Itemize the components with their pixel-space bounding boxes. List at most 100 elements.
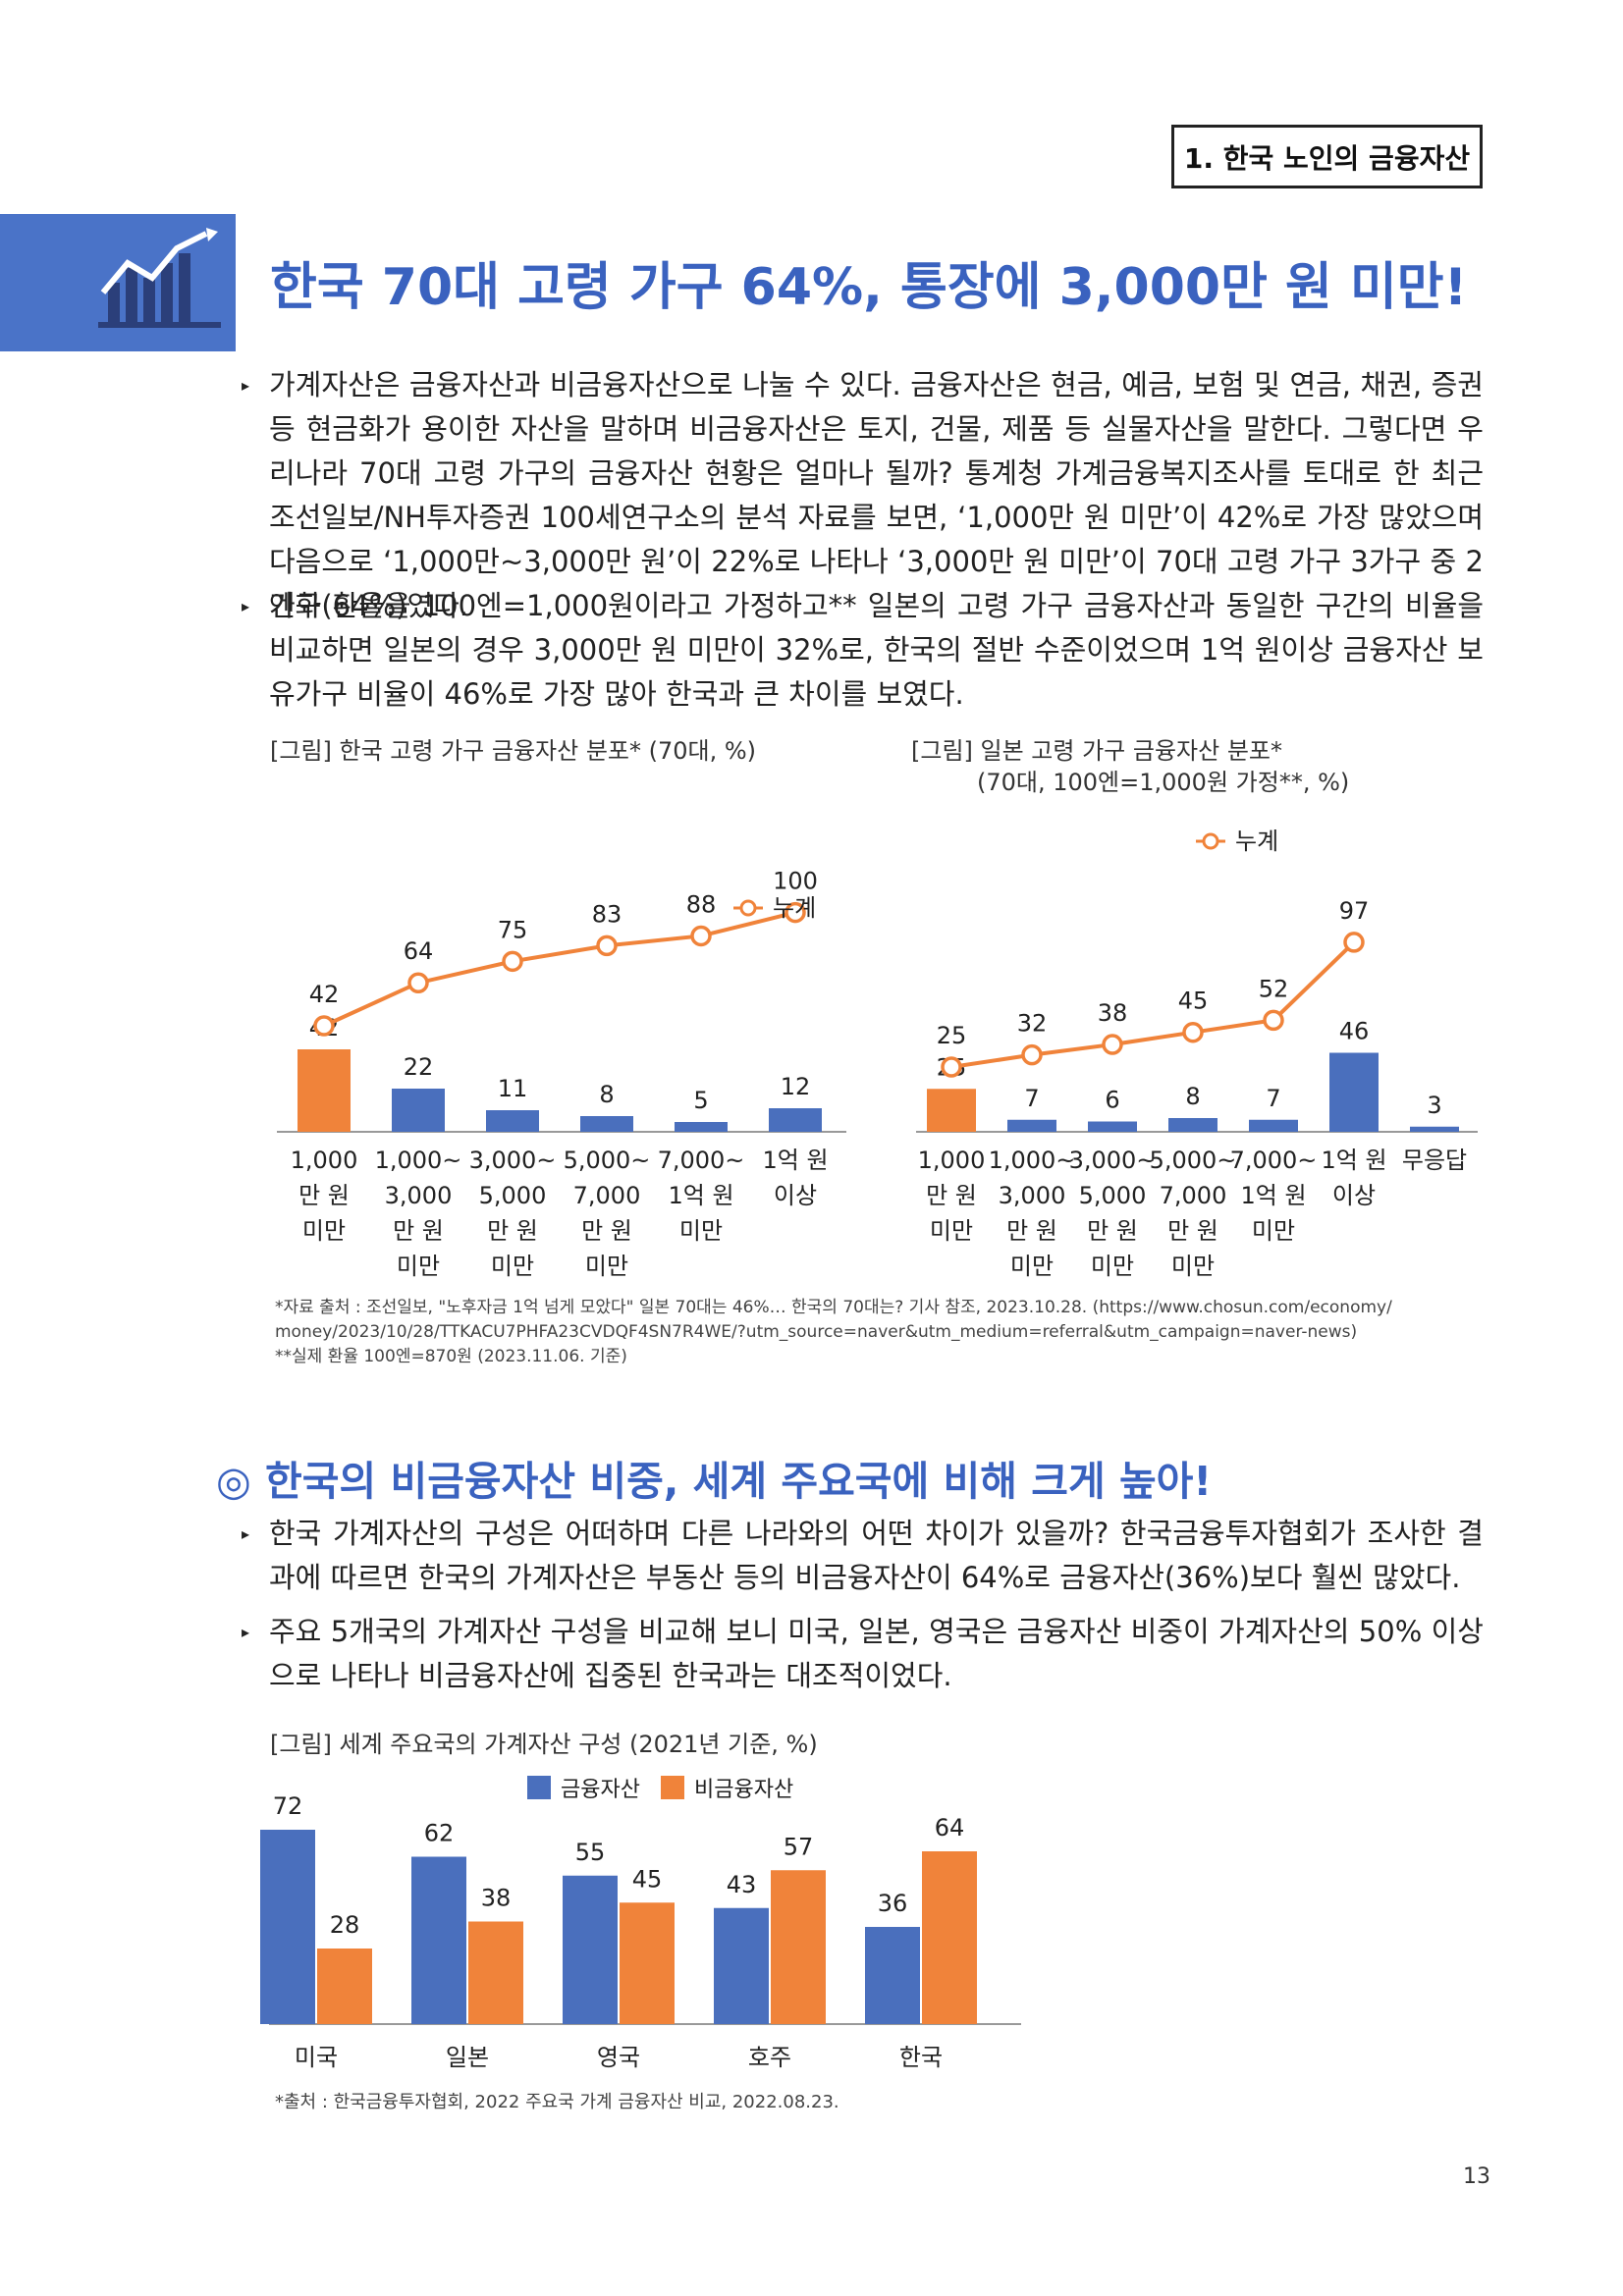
category-tick-label: 호주 [748, 2044, 791, 2071]
bar-value-label: 57 [784, 1833, 814, 1860]
legend-label: 누계 [1235, 828, 1278, 855]
figure-caption-korea: [그림] 한국 고령 가구 금융자산 분포* (70대, %) [270, 737, 757, 765]
category-tick-label: 3,000 [385, 1182, 453, 1209]
bar [769, 1108, 822, 1132]
category-tick-label: 이상 [774, 1182, 817, 1209]
category-tick-label: 5,000 [479, 1182, 547, 1209]
legend-financial: 금융자산 [527, 1772, 640, 1803]
category-tick-label: 7,000~ [658, 1147, 745, 1174]
cumulative-point [941, 1056, 962, 1078]
paragraph-text: 한국 가계자산의 구성은 어떠하며 다른 나라와의 어떤 차이가 있을까? 한국… [269, 1517, 1484, 1594]
bar [1088, 1121, 1137, 1132]
category-tick-label: 만 원 [298, 1182, 350, 1209]
category-tick-label: 무응답 [1402, 1147, 1467, 1174]
footnote-exchange: **실제 환율 100엔=870원 (2023.11.06. 기준) [275, 1347, 627, 1366]
bar-value-label: 8 [599, 1081, 614, 1108]
bar-value-label: 28 [330, 1911, 360, 1939]
page-title: 한국 70대 고령 가구 64%, 통장에 3,000만 원 미만! [270, 258, 1468, 317]
bar [563, 1875, 618, 2024]
bar [411, 1856, 466, 2024]
paragraph-3: ▸ 한국 가계자산의 구성은 어떠하며 다른 나라와의 어떤 차이가 있을까? … [242, 1512, 1484, 1600]
bar [1329, 1052, 1379, 1132]
category-tick-label: 만 원 [487, 1217, 538, 1245]
bar [927, 1089, 976, 1132]
cumulative-point [1182, 1021, 1204, 1043]
figure-caption-japan-line2: (70대, 100엔=1,000원 가정**, %) [977, 769, 1350, 796]
category-tick-label: 한국 [899, 2044, 943, 2071]
footnote-source: *자료 출처 : 조선일보, "노후자금 1억 넘게 모았다" 일본 70대는 … [275, 1298, 1392, 1317]
bar-value-label: 12 [781, 1073, 811, 1100]
bar-value-label: 72 [273, 1792, 303, 1820]
cumulative-point [502, 950, 523, 973]
bar [1168, 1118, 1217, 1132]
legend-label: 금융자산 [561, 1778, 640, 1802]
cumulative-point [1343, 932, 1365, 953]
bar [771, 1870, 826, 2024]
category-tick-label: 미만 [930, 1217, 973, 1245]
category-tick-label: 5,000 [1079, 1182, 1147, 1209]
category-tick-label: 7,000 [1160, 1182, 1227, 1209]
cumulative-value-label: 45 [1178, 988, 1209, 1015]
paragraph-2: ▸ 엔화 환율을 100엔=1,000원이라고 가정하고** 일본의 고령 가구… [242, 584, 1484, 717]
bar [922, 1851, 977, 2024]
bar [865, 1927, 920, 2024]
category-tick-label: 미만 [585, 1253, 628, 1280]
cumulative-line [950, 940, 1356, 1069]
bar [620, 1902, 675, 2024]
cumulative-value-label: 32 [1017, 1010, 1048, 1038]
category-tick-label: 만 원 [926, 1182, 977, 1209]
category-tick-label: 미만 [302, 1217, 346, 1245]
bar-value-label: 8 [1185, 1083, 1200, 1110]
bar-value-label: 3 [1427, 1092, 1441, 1119]
legend-swatch-blue [527, 1776, 551, 1799]
category-tick-label: 1억 원 [668, 1182, 733, 1209]
cumulative-value-label: 64 [404, 937, 434, 965]
cumulative-value-label: 75 [498, 916, 528, 943]
legend-swatch-orange [661, 1776, 684, 1799]
category-tick-label: 만 원 [581, 1217, 632, 1245]
paragraph-text: 엔화 환율을 100엔=1,000원이라고 가정하고** 일본의 고령 가구 금… [269, 589, 1484, 711]
bar-value-label: 62 [424, 1820, 455, 1847]
footnote-countries: *출처 : 한국금융투자협회, 2022 주요국 가계 금융자산 비교, 202… [275, 2092, 839, 2112]
bar [260, 1830, 315, 2024]
bar [468, 1921, 523, 2024]
bar-value-label: 64 [935, 1814, 965, 1842]
bar [298, 1049, 351, 1132]
cumulative-point [407, 972, 429, 993]
legend-label: 비금융자산 [694, 1778, 794, 1802]
bar [1007, 1119, 1056, 1132]
cumulative-point [313, 1015, 335, 1037]
paragraph-text: 주요 5개국의 가계자산 구성을 비교해 보니 미국, 일본, 영국은 금융자산… [269, 1615, 1484, 1692]
category-tick-label: 1,000~ [375, 1147, 462, 1174]
cumulative-value-label: 88 [686, 890, 717, 918]
category-tick-label: 3,000 [999, 1182, 1066, 1209]
page-number: 13 [1463, 2164, 1490, 2189]
category-tick-label: 7,000~ [1230, 1147, 1318, 1174]
bar [1410, 1126, 1459, 1132]
cumulative-point [1263, 1009, 1284, 1032]
bar [1249, 1119, 1298, 1132]
legend-marker-icon [1202, 832, 1219, 850]
category-tick-label: 1,000~ [989, 1147, 1076, 1174]
bar [317, 1949, 372, 2024]
bar [486, 1110, 539, 1132]
figure-caption-japan-line1: [그림] 일본 고령 가구 금융자산 분포* [911, 737, 1282, 765]
paragraph-text: 가계자산은 금융자산과 비금융자산으로 나눌 수 있다. 금융자산은 현금, 예… [269, 368, 1484, 622]
section-tag: 1. 한국 노인의 금융자산 [1171, 125, 1483, 188]
footnote-url: money/2023/10/28/TTKACU7PHFA23CVDQF4SN7R… [275, 1322, 1358, 1342]
category-tick-label: 5,000~ [1150, 1147, 1237, 1174]
bar-value-label: 36 [878, 1890, 908, 1917]
section-subtitle: ◎ 한국의 비금융자산 비중, 세계 주요국에 비해 크게 높아! [216, 1458, 1213, 1505]
cumulative-value-label: 25 [937, 1022, 967, 1049]
bar-value-label: 6 [1105, 1087, 1119, 1114]
category-tick-label: 미만 [1171, 1253, 1215, 1280]
category-tick-label: 7,000 [573, 1182, 641, 1209]
paragraph-4: ▸ 주요 5개국의 가계자산 구성을 비교해 보니 미국, 일본, 영국은 금융… [242, 1610, 1484, 1698]
category-tick-label: 5,000~ [564, 1147, 651, 1174]
bar [675, 1122, 728, 1132]
legend-marker-icon [739, 899, 757, 917]
category-tick-label: 3,000~ [1069, 1147, 1157, 1174]
bar-value-label: 55 [575, 1839, 606, 1866]
bullet-icon: ▸ [242, 1623, 250, 1641]
bullet-icon: ▸ [242, 376, 250, 395]
